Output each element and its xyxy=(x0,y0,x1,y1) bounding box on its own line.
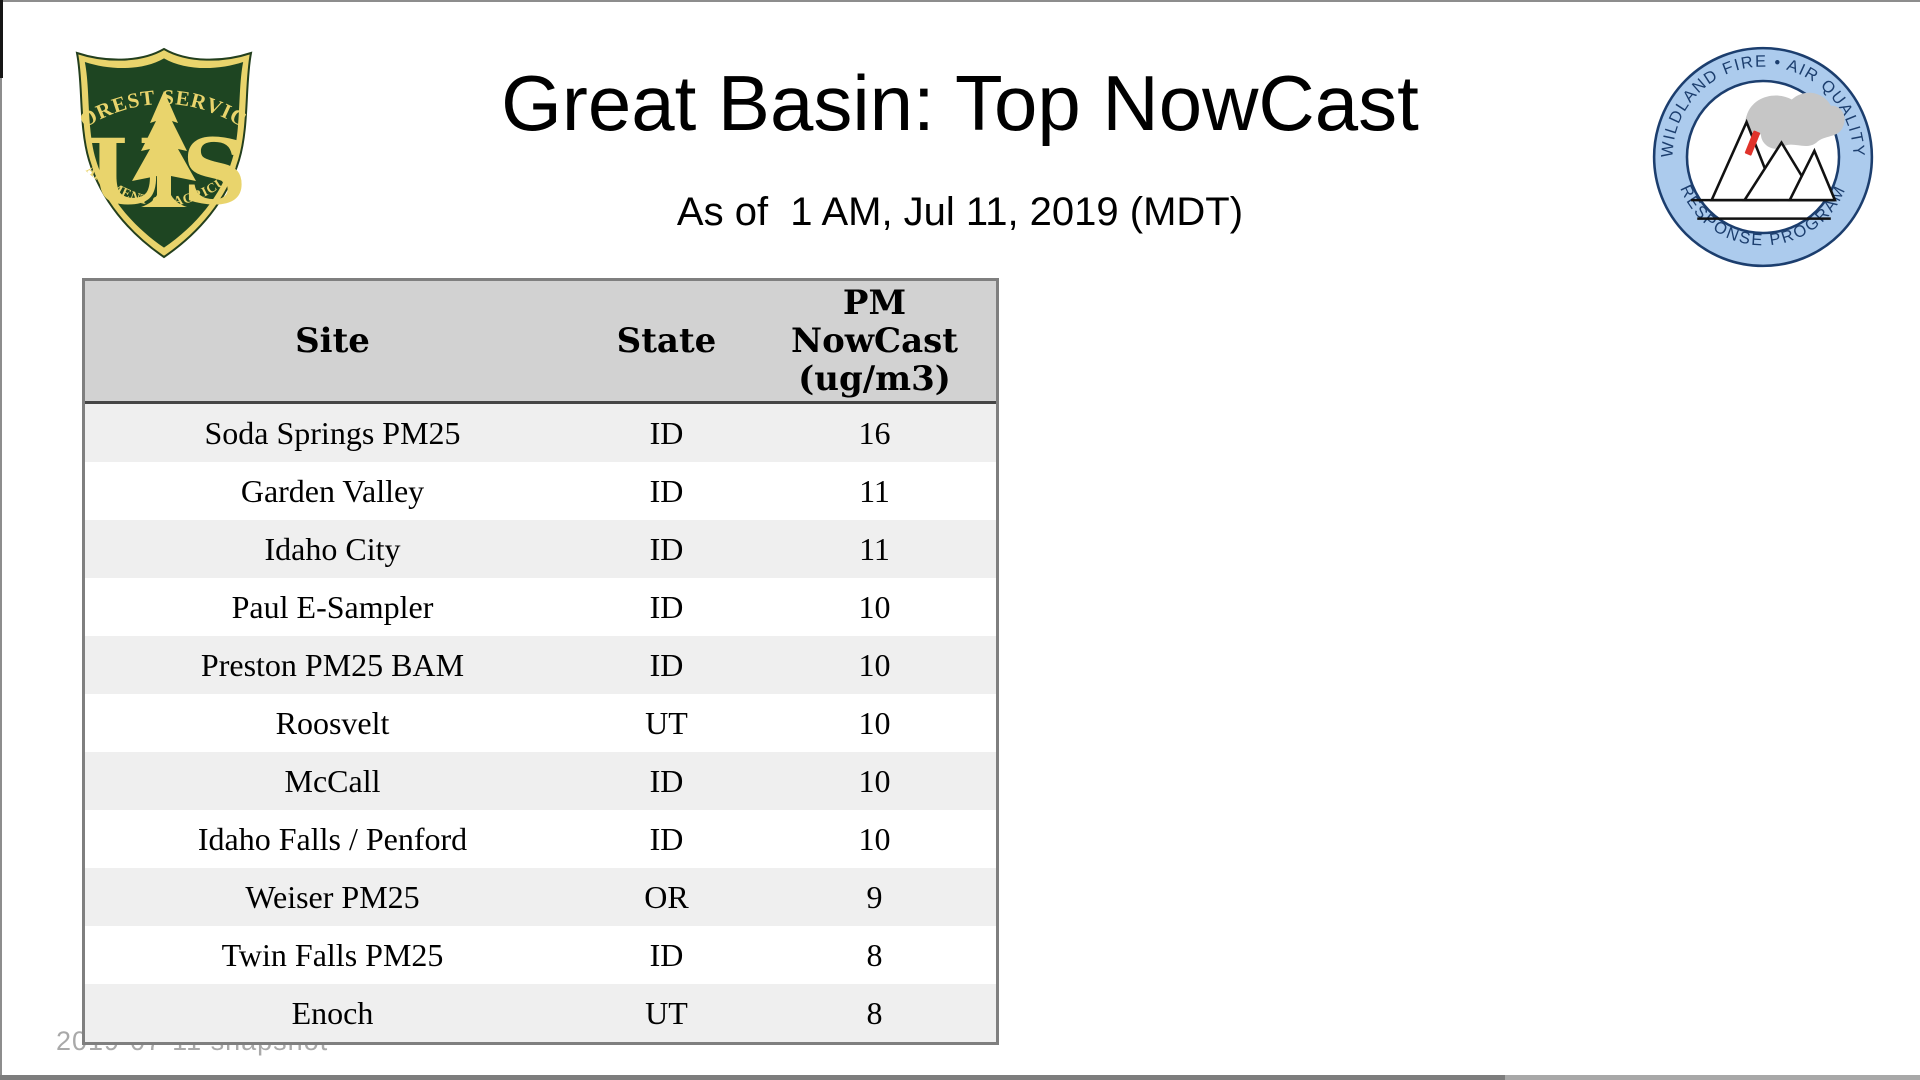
site-cell: Paul E-Sampler xyxy=(85,578,580,636)
value-cell: 10 xyxy=(753,752,996,810)
site-cell: McCall xyxy=(85,752,580,810)
nowcast-table: Site State PM NowCast (ug/m3) Soda Sprin… xyxy=(82,278,999,1045)
site-cell: Soda Springs PM25 xyxy=(85,404,580,462)
table-row: Weiser PM25 OR 9 xyxy=(85,868,996,926)
value-cell: 9 xyxy=(753,868,996,926)
site-cell: Preston PM25 BAM xyxy=(85,636,580,694)
value-cell: 8 xyxy=(753,984,996,1042)
state-cell: ID xyxy=(580,810,753,868)
pm-header-line3: (ug/m3) xyxy=(798,359,951,399)
table-row: Idaho Falls / Penford ID 10 xyxy=(85,810,996,868)
wf-smoke-plume-icon xyxy=(1745,92,1845,149)
table-row: Soda Springs PM25 ID 16 xyxy=(85,404,996,462)
page-subtitle: As of 1 AM, Jul 11, 2019 (MDT) xyxy=(676,190,1244,234)
table-row: Enoch UT 8 xyxy=(85,984,996,1042)
site-cell: Enoch xyxy=(85,984,580,1042)
table-row: Paul E-Sampler ID 10 xyxy=(85,578,996,636)
value-cell: 8 xyxy=(753,926,996,984)
column-header-pm-nowcast: PM NowCast (ug/m3) xyxy=(753,281,996,404)
next-page-edge-light xyxy=(1505,1075,1920,1080)
next-page-edge xyxy=(0,1075,1505,1080)
forest-service-logo-icon: FOREST SERVICE U S DEPARTMENT OF AGRICUL… xyxy=(64,42,253,259)
site-cell: Roosvelt xyxy=(85,694,580,752)
wf-flame-mark-icon xyxy=(1744,130,1761,156)
table-row: Twin Falls PM25 ID 8 xyxy=(85,926,996,984)
value-cell: 10 xyxy=(753,810,996,868)
state-cell: ID xyxy=(580,578,753,636)
fs-letter-s: S xyxy=(182,119,247,225)
table-row: Preston PM25 BAM ID 10 xyxy=(85,636,996,694)
site-cell: Garden Valley xyxy=(85,462,580,520)
state-cell: ID xyxy=(580,926,753,984)
page-title: Great Basin: Top NowCast xyxy=(501,59,1419,147)
state-cell: ID xyxy=(580,404,753,462)
table-row: Idaho City ID 11 xyxy=(85,520,996,578)
pm-header-line1: PM xyxy=(842,283,907,323)
state-cell: ID xyxy=(580,752,753,810)
value-cell: 10 xyxy=(753,636,996,694)
wildland-fire-air-quality-logo-icon: WILDLAND FIRE • AIR QUALITY RESPONSE PRO… xyxy=(1652,46,1874,268)
state-cell: UT xyxy=(580,694,753,752)
site-cell: Twin Falls PM25 xyxy=(85,926,580,984)
value-cell: 10 xyxy=(753,578,996,636)
value-cell: 16 xyxy=(753,404,996,462)
table-row: Garden Valley ID 11 xyxy=(85,462,996,520)
state-cell: ID xyxy=(580,636,753,694)
table-header-row: Site State PM NowCast (ug/m3) xyxy=(85,281,996,404)
table-row: McCall ID 10 xyxy=(85,752,996,810)
column-header-state: State xyxy=(580,281,753,404)
site-cell: Idaho City xyxy=(85,520,580,578)
value-cell: 10 xyxy=(753,694,996,752)
site-cell: Weiser PM25 xyxy=(85,868,580,926)
page-edge-left xyxy=(0,0,2,1080)
page-edge-left-dark xyxy=(0,0,3,78)
pm-header-line2: NowCast xyxy=(791,321,958,361)
state-cell: OR xyxy=(580,868,753,926)
column-header-site: Site xyxy=(85,281,580,404)
state-cell: ID xyxy=(580,462,753,520)
site-cell: Idaho Falls / Penford xyxy=(85,810,580,868)
fs-pine-tree-icon xyxy=(132,91,196,207)
table-row: Roosvelt UT 10 xyxy=(85,694,996,752)
value-cell: 11 xyxy=(753,462,996,520)
state-cell: UT xyxy=(580,984,753,1042)
page-edge-top xyxy=(0,0,1920,2)
state-cell: ID xyxy=(580,520,753,578)
value-cell: 11 xyxy=(753,520,996,578)
